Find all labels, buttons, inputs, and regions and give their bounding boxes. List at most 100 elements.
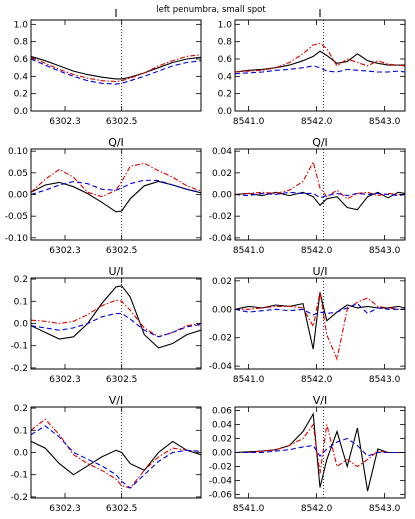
y-tick-label: 0.04: [212, 147, 232, 157]
series-line-solid: [31, 56, 201, 79]
series-line-dashed: [31, 59, 201, 84]
x-tick-label: 8543.0: [369, 504, 401, 514]
y-tick-label: 0.05: [8, 169, 28, 179]
figure-suptitle: left penumbra, small spot: [156, 5, 266, 15]
y-tick-label: 0.0: [218, 107, 233, 117]
series-line-solid: [31, 441, 201, 474]
y-tick-label: 0.00: [212, 449, 232, 459]
y-tick-label: 0.02: [212, 169, 232, 179]
x-tick-label: 6302.3: [49, 504, 81, 514]
y-tick-label: 0.02: [212, 435, 232, 445]
stokes-panel: Q/I -0.04 -0.02 0.00 0.02 0.04 8541.0 8542.0 854…: [209, 136, 405, 256]
y-tick-label: 0.2: [14, 275, 28, 285]
y-tick-label: -0.05: [5, 212, 28, 222]
y-tick-label: -0.04: [209, 477, 233, 487]
series-line-solid: [31, 286, 201, 348]
x-tick-label: 6302.5: [106, 246, 138, 256]
y-tick-label: 0.06: [212, 407, 232, 417]
y-tick-label: -0.2: [10, 364, 28, 374]
y-tick-label: 0.6: [14, 55, 29, 65]
stokes-panel: V/I -0.2 -0.1 0.0 0.1 0.2 6302.3 6302.5: [10, 394, 201, 514]
y-tick-label: -0.1: [10, 342, 28, 352]
plot-frame: [235, 149, 405, 240]
series-line-dash_dot: [235, 425, 405, 474]
series-line-dashed: [235, 439, 405, 457]
plot-frame: [31, 149, 201, 240]
stokes-panel: V/I -0.06 -0.04 -0.02 0.00 0.02 0.04 0.06 8541.0…: [209, 394, 405, 514]
y-tick-label: 0.00: [212, 305, 232, 315]
y-tick-label: 0.04: [212, 421, 232, 431]
plot-frame: [31, 407, 201, 498]
x-tick-label: 8542.0: [301, 246, 333, 256]
panel-title: U/I: [312, 265, 327, 278]
series-line-dash_dot: [235, 292, 405, 359]
y-tick-label: 1.0: [218, 20, 233, 30]
x-tick-label: 6302.5: [106, 504, 138, 514]
x-tick-label: 6302.3: [49, 117, 81, 127]
y-tick-label: 0.8: [14, 38, 29, 48]
y-tick-label: 0.10: [8, 147, 28, 157]
y-tick-label: 0.00: [212, 191, 232, 201]
y-tick-label: 0.02: [212, 277, 232, 287]
y-tick-label: 0.00: [8, 191, 28, 201]
y-tick-label: -0.10: [5, 234, 29, 244]
x-tick-label: 6302.3: [49, 375, 81, 385]
y-tick-label: 1.0: [14, 20, 29, 30]
plot-frame: [31, 20, 201, 111]
y-tick-label: 0.2: [218, 90, 232, 100]
stokes-panel: U/I -0.04 -0.02 0.00 0.02 8541.0 8542.0 8543.0: [209, 265, 405, 385]
y-tick-label: 0.6: [218, 55, 233, 65]
panel-title: V/I: [109, 394, 123, 407]
plot-frame: [235, 278, 405, 369]
x-tick-label: 6302.3: [49, 246, 81, 256]
stokes-panel: I 0.0 0.2 0.4 0.6 0.8 1.0 6302.3 6302.5: [14, 7, 201, 127]
panel-title: Q/I: [108, 136, 124, 149]
y-tick-label: 0.0: [14, 449, 29, 459]
y-tick-label: -0.02: [209, 334, 232, 344]
x-tick-label: 8543.0: [369, 375, 401, 385]
x-tick-label: 6302.5: [106, 375, 138, 385]
panel-title: V/I: [313, 394, 327, 407]
x-tick-label: 8543.0: [369, 117, 401, 127]
x-tick-label: 8542.0: [301, 504, 333, 514]
x-tick-label: 8541.0: [233, 375, 265, 385]
series-line-dashed: [31, 180, 201, 194]
y-tick-label: 0.1: [14, 426, 28, 436]
y-tick-label: -0.1: [10, 471, 28, 481]
y-tick-label: -0.04: [209, 362, 233, 372]
series-line-dash_dot: [31, 419, 201, 488]
panel-title: Q/I: [312, 136, 328, 149]
plot-frame: [235, 20, 405, 111]
series-line-dash_dot: [31, 163, 201, 196]
x-tick-label: 8541.0: [233, 504, 265, 514]
x-tick-label: 8543.0: [369, 246, 401, 256]
y-tick-label: 0.2: [14, 90, 28, 100]
stokes-panel: Q/I -0.10 -0.05 0.00 0.05 0.10 6302.3 6302.5: [5, 136, 201, 256]
series-line-solid: [235, 292, 405, 349]
y-tick-label: 0.0: [14, 107, 29, 117]
panel-title: I: [318, 7, 321, 20]
panel-title: I: [114, 7, 117, 20]
x-tick-label: 8542.0: [301, 375, 333, 385]
x-tick-label: 8541.0: [233, 246, 265, 256]
y-tick-label: -0.04: [209, 234, 233, 244]
x-tick-label: 6302.5: [106, 117, 138, 127]
y-tick-label: 0.4: [14, 72, 29, 82]
y-tick-label: 0.8: [218, 38, 233, 48]
y-tick-label: 0.0: [14, 320, 29, 330]
series-line-dashed: [235, 304, 405, 315]
series-line-dashed: [31, 314, 201, 337]
y-tick-label: 0.1: [14, 297, 28, 307]
stokes-panel: I 0.0 0.2 0.4 0.6 0.8 1.0 8541.0 8542.0 8543.0: [218, 7, 405, 127]
series-line-dash_dot: [235, 43, 405, 72]
y-tick-label: -0.02: [209, 212, 232, 222]
x-tick-label: 8542.0: [301, 117, 333, 127]
y-tick-label: -0.2: [10, 493, 28, 503]
y-tick-label: 0.2: [14, 404, 28, 414]
x-tick-label: 8541.0: [233, 117, 265, 127]
stokes-panel: U/I -0.2 -0.1 0.0 0.1 0.2 6302.3 6302.5: [10, 265, 201, 385]
series-line-dash_dot: [31, 55, 201, 82]
y-tick-label: -0.02: [209, 463, 232, 473]
y-tick-label: -0.06: [209, 491, 233, 501]
